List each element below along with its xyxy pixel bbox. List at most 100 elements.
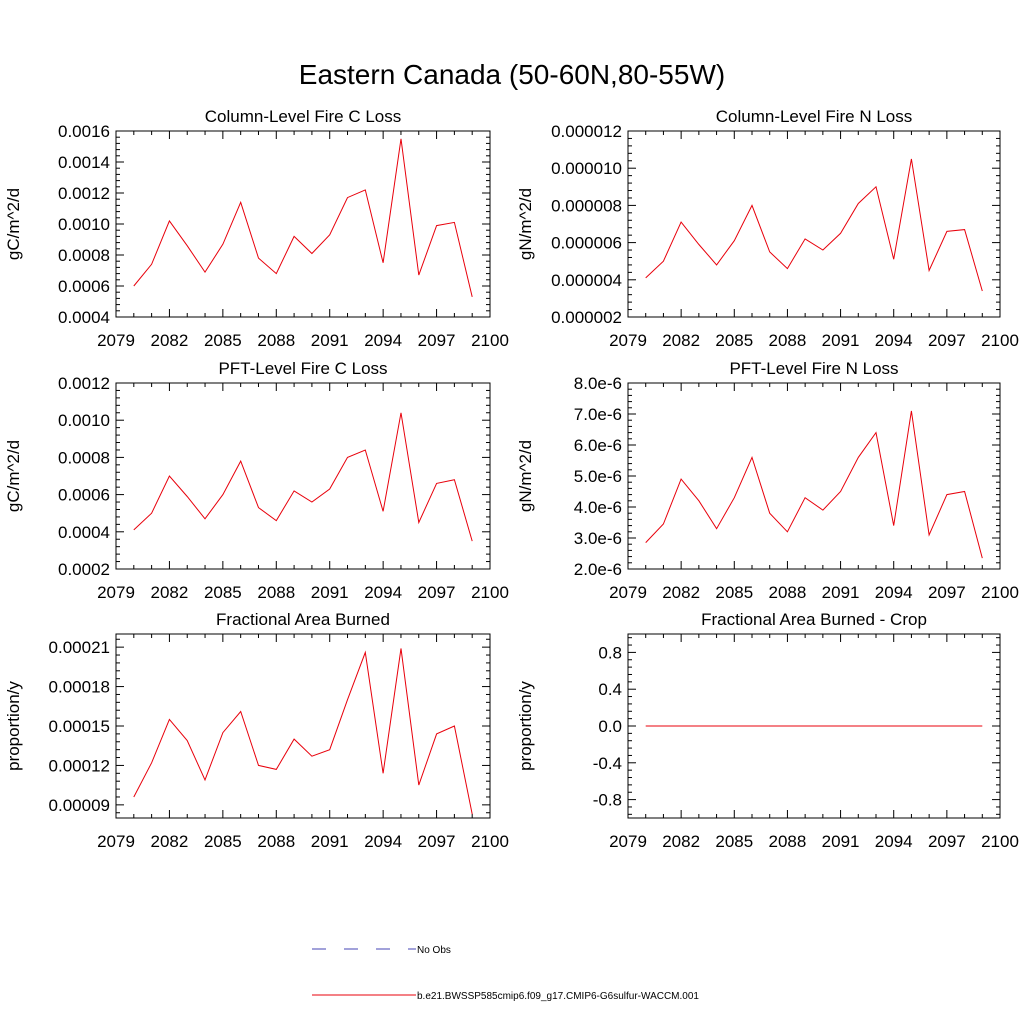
y-axis-label: proportion/y: [4, 681, 23, 771]
y-tick-label: 0.0016: [58, 122, 110, 141]
x-tick-label: 2100: [981, 832, 1019, 851]
y-tick-label: 0.0014: [58, 153, 110, 172]
x-tick-label: 2100: [471, 832, 509, 851]
x-tick-label: 2097: [928, 583, 966, 602]
y-tick-label: 0.0008: [58, 448, 110, 467]
x-tick-label: 2094: [875, 832, 913, 851]
x-tick-label: 2079: [97, 583, 135, 602]
x-tick-label: 2094: [364, 331, 402, 350]
x-tick-label: 2088: [257, 583, 295, 602]
panel-3: 2079 2082 2085 2088 2091 2094 2097 2100 0.0002 0.…: [4, 359, 509, 602]
y-tick-label: -0.8: [593, 791, 622, 810]
y-tick-label: 0.000012: [551, 122, 622, 141]
series-line: [645, 410, 983, 559]
panel-title: Fractional Area Burned: [216, 610, 390, 629]
x-tick-label: 2082: [151, 832, 189, 851]
panels: 2079 2082 2085 2088 2091 2094 2097 2100 0.0004 0.…: [4, 107, 1019, 851]
x-tick-label: 2097: [418, 583, 456, 602]
series-line: [133, 138, 473, 298]
legend-obs-label: No Obs: [417, 945, 451, 956]
series-line: [133, 648, 473, 815]
y-tick-label: 0.0: [598, 717, 622, 736]
x-tick-label: 2088: [257, 331, 295, 350]
y-tick-label: 0.00015: [49, 717, 110, 736]
x-tick-label: 2100: [471, 583, 509, 602]
y-tick-label: 0.00009: [49, 796, 110, 815]
panel-title: PFT-Level Fire N Loss: [729, 359, 898, 378]
x-tick-label: 2094: [875, 331, 913, 350]
panel-title: Column-Level Fire N Loss: [716, 107, 913, 126]
y-axis-label: gC/m^2/d: [4, 440, 23, 512]
x-tick-label: 2079: [609, 583, 647, 602]
y-tick-label: 0.0006: [58, 277, 110, 296]
x-tick-label: 2100: [981, 583, 1019, 602]
x-tick-label: 2079: [609, 832, 647, 851]
y-tick-label: 0.8: [598, 643, 622, 662]
y-tick-label: 0.0004: [58, 523, 110, 542]
series-line: [645, 158, 983, 292]
y-tick-label: 0.0006: [58, 486, 110, 505]
panel-4: 2079 2082 2085 2088 2091 2094 2097 2100 2.0e-6 3.…: [516, 359, 1019, 602]
x-tick-label: 2079: [97, 331, 135, 350]
y-tick-label: 0.4: [598, 680, 622, 699]
x-tick-label: 2082: [662, 331, 700, 350]
y-tick-label: 0.0010: [58, 411, 110, 430]
y-tick-label: 0.0002: [58, 560, 110, 579]
y-tick-label: 0.000002: [551, 308, 622, 327]
x-tick-label: 2094: [875, 583, 913, 602]
x-tick-label: 2091: [822, 583, 860, 602]
y-tick-label: 0.000010: [551, 159, 622, 178]
y-tick-label: 7.0e-6: [574, 405, 622, 424]
y-tick-label: 0.0008: [58, 246, 110, 265]
x-tick-label: 2097: [928, 331, 966, 350]
y-tick-label: 0.0010: [58, 215, 110, 234]
x-tick-label: 2088: [769, 832, 807, 851]
x-tick-label: 2079: [97, 832, 135, 851]
x-tick-label: 2082: [151, 331, 189, 350]
y-tick-label: 0.0004: [58, 308, 110, 327]
x-tick-label: 2097: [418, 331, 456, 350]
x-tick-label: 2085: [204, 583, 242, 602]
x-tick-label: 2100: [471, 331, 509, 350]
legend: No Obs b.e21.BWSSP585cmip6.f09_g17.CMIP6…: [312, 945, 699, 1002]
y-tick-label: 0.000006: [551, 234, 622, 253]
x-tick-label: 2091: [311, 832, 349, 851]
x-tick-label: 2085: [715, 583, 753, 602]
x-tick-label: 2091: [822, 832, 860, 851]
y-axis-label: proportion/y: [516, 681, 535, 771]
x-tick-label: 2079: [609, 331, 647, 350]
x-tick-label: 2088: [769, 583, 807, 602]
x-tick-label: 2094: [364, 583, 402, 602]
plot-frame: [627, 382, 1001, 570]
x-tick-label: 2097: [928, 832, 966, 851]
plot-frame: [115, 382, 491, 570]
y-axis-label: gN/m^2/d: [516, 188, 535, 260]
x-tick-label: 2094: [364, 832, 402, 851]
panel-6: 2079 2082 2085 2088 2091 2094 2097 2100 -0.8 -0.4…: [516, 610, 1019, 851]
x-tick-label: 2091: [822, 331, 860, 350]
x-tick-label: 2082: [151, 583, 189, 602]
y-tick-label: 0.00012: [49, 756, 110, 775]
y-tick-label: -0.4: [593, 754, 622, 773]
y-axis-label: gN/m^2/d: [516, 440, 535, 512]
x-tick-label: 2088: [257, 832, 295, 851]
y-tick-label: 5.0e-6: [574, 467, 622, 486]
y-axis-label: gC/m^2/d: [4, 188, 23, 260]
y-tick-label: 0.00018: [49, 678, 110, 697]
y-tick-label: 0.000004: [551, 271, 622, 290]
x-tick-label: 2091: [311, 331, 349, 350]
x-tick-label: 2085: [715, 331, 753, 350]
y-tick-label: 8.0e-6: [574, 374, 622, 393]
x-tick-label: 2085: [715, 832, 753, 851]
panel-2: 2079 2082 2085 2088 2091 2094 2097 2100 0.000002…: [516, 107, 1019, 350]
x-tick-label: 2085: [204, 331, 242, 350]
panel-title: PFT-Level Fire C Loss: [218, 359, 387, 378]
y-tick-label: 0.000008: [551, 196, 622, 215]
legend-model-label: b.e21.BWSSP585cmip6.f09_g17.CMIP6-G6sulf…: [417, 991, 699, 1002]
plot-frame: [115, 633, 491, 819]
y-tick-label: 6.0e-6: [574, 436, 622, 455]
series-line: [133, 412, 473, 542]
y-tick-label: 4.0e-6: [574, 498, 622, 517]
y-tick-label: 0.00021: [49, 638, 110, 657]
